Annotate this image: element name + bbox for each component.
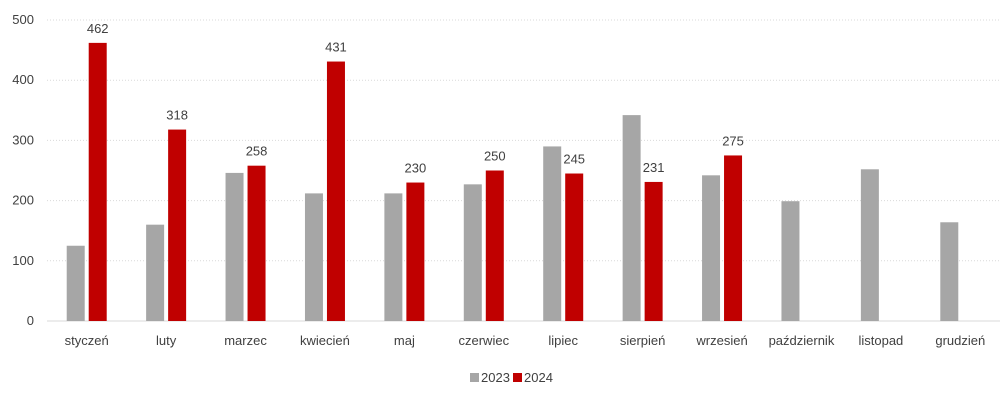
x-tick-label: maj	[394, 333, 415, 348]
bar-2024-8	[724, 155, 743, 321]
x-tick-label: wrzesień	[695, 333, 747, 348]
x-tick-label: listopad	[858, 333, 903, 348]
x-tick-label: marzec	[224, 333, 267, 348]
bar-2023-4	[384, 193, 403, 321]
y-tick-label: 0	[27, 313, 34, 328]
data-label-2024-0: 462	[87, 21, 109, 36]
bar-2023-1	[146, 224, 165, 321]
bar-2023-0	[66, 245, 85, 321]
x-tick-label: kwiecień	[300, 333, 350, 348]
x-tick-label: lipiec	[548, 333, 578, 348]
bar-2024-1	[168, 129, 187, 321]
legend-swatch-2023	[470, 373, 479, 382]
data-label-2024-6: 245	[563, 152, 585, 167]
y-axis-ticks: 0 100 200 300 400 500	[12, 12, 34, 328]
x-tick-label: styczeń	[65, 333, 109, 348]
bar-2024-2	[247, 165, 266, 321]
bar-2023-6	[543, 146, 562, 321]
bar-2024-5	[485, 170, 504, 321]
bar-2023-3	[304, 193, 323, 321]
data-label-2024-4: 230	[405, 161, 427, 176]
x-tick-label: czerwiec	[459, 333, 510, 348]
bar-2023-11	[940, 222, 959, 321]
data-label-2024-2: 258	[246, 144, 268, 159]
data-label-2024-5: 250	[484, 149, 506, 164]
legend: 2023 2024	[470, 370, 553, 385]
data-labels: 462 318 258 431 230 250 245 231 275	[87, 21, 744, 176]
x-tick-label: grudzień	[935, 333, 985, 348]
data-label-2024-3: 431	[325, 40, 347, 55]
data-label-2024-8: 275	[722, 133, 744, 148]
data-label-2024-1: 318	[166, 108, 188, 123]
y-tick-label: 200	[12, 193, 34, 208]
x-tick-label: luty	[156, 333, 177, 348]
bar-2024-7	[644, 181, 663, 321]
legend-swatch-2024	[513, 373, 522, 382]
y-tick-label: 400	[12, 72, 34, 87]
y-tick-label: 500	[12, 12, 34, 27]
bars	[66, 42, 959, 322]
bar-2023-5	[463, 184, 482, 321]
x-tick-label: październik	[769, 333, 835, 348]
data-label-2024-7: 231	[643, 160, 665, 175]
y-tick-label: 300	[12, 132, 34, 147]
bar-2024-4	[406, 182, 425, 321]
bar-2023-9	[781, 201, 800, 321]
bar-2024-6	[565, 173, 584, 321]
legend-label-2023: 2023	[481, 370, 510, 385]
bar-2023-7	[622, 115, 641, 321]
gridlines	[47, 19, 1000, 322]
bar-2023-8	[702, 175, 721, 321]
bar-2024-0	[88, 42, 107, 321]
bar-2023-2	[225, 172, 244, 321]
x-axis-ticks: styczeń luty marzec kwiecień maj czerwiec lipi…	[65, 333, 986, 348]
y-tick-label: 100	[12, 253, 34, 268]
bar-2023-10	[860, 169, 879, 321]
bar-2024-3	[326, 61, 345, 322]
x-tick-label: sierpień	[620, 333, 666, 348]
legend-label-2024: 2024	[524, 370, 553, 385]
